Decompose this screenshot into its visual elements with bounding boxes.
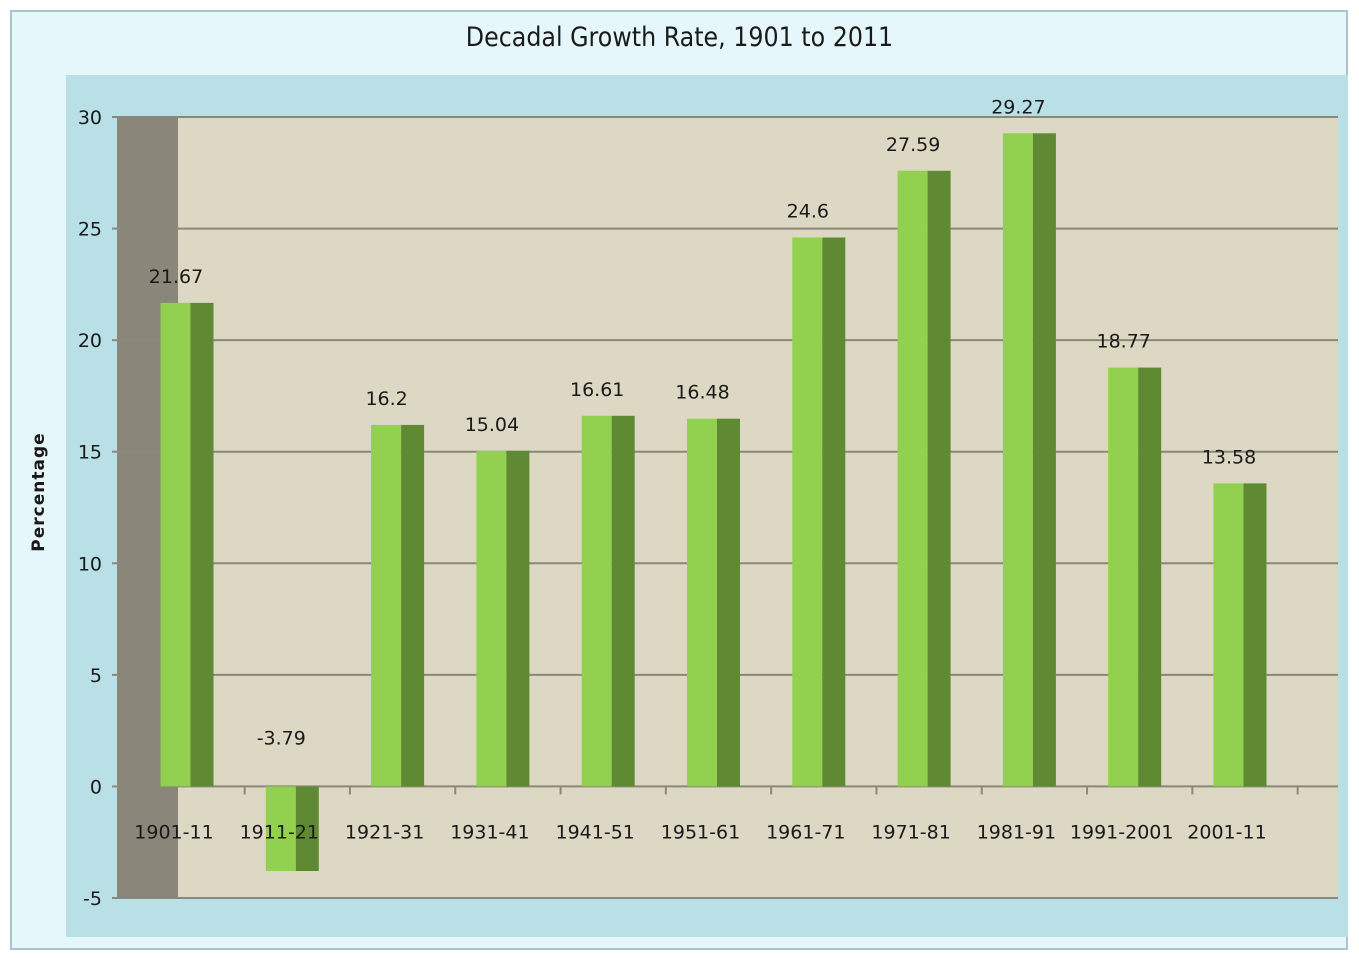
bar-side-1911-21 [295,786,319,871]
y-tick-label: -5 [83,888,102,910]
x-tick-label: 1941-51 [556,821,635,843]
bar-1911-21 [265,786,296,871]
y-tick-label: 20 [78,330,102,352]
bar-2001-11 [1213,483,1244,787]
x-tick-label: 1901-11 [134,821,213,843]
data-label: 29.27 [991,96,1045,118]
bar-1961-71 [792,237,823,787]
bar-1991-2001 [1108,367,1139,787]
bar-1971-81 [897,170,928,787]
chart-title: Decadal Growth Rate, 1901 to 2011 [465,22,894,53]
y-tick-label: 10 [78,553,102,575]
bar-1951-61 [687,418,717,787]
bar-1981-91 [1002,133,1033,787]
data-label: 21.67 [149,266,203,288]
data-label: 18.77 [1096,331,1150,353]
y-tick-label: 0 [90,776,102,798]
data-label: 13.58 [1202,446,1256,468]
bar-1941-51 [581,415,612,787]
y-tick-label: 25 [78,219,102,241]
x-tick-label: 1961-71 [766,821,845,843]
bar-side-1991-2001 [1138,367,1162,787]
bar-side-1921-31 [401,424,425,787]
x-tick-label: 1951-61 [661,821,740,843]
bar-side-1941-51 [611,415,635,787]
y-tick-label: 30 [78,107,102,129]
bar-1931-41 [476,450,507,787]
bars [160,133,1267,871]
x-tick-label: 2001-11 [1187,821,1266,843]
x-tick-label: 1971-81 [871,821,950,843]
x-tick-label: 1911-21 [240,821,319,843]
bar-side-1971-81 [927,170,951,787]
bar-1921-31 [371,424,402,787]
x-tick-label: 1931-41 [450,821,529,843]
data-label: 27.59 [886,134,940,156]
data-label: 16.48 [675,382,729,404]
bar-1901-11 [160,302,191,787]
x-tick-label: 1921-31 [345,821,424,843]
bar-side-1901-11 [190,302,214,787]
data-label: 16.2 [365,388,407,410]
y-axis-title: Percentage [29,432,49,551]
data-label: 15.04 [465,414,519,436]
bar-side-1981-91 [1032,133,1056,787]
x-tick-label: 1981-91 [977,821,1056,843]
bar-side-1961-71 [822,237,846,787]
y-tick-label: 5 [90,665,102,687]
x-tick-label: 1991-2001 [1070,821,1174,843]
labels: -5 0 5 10 15 20 25 30 1901-11 21.67 1911-21 -3.79 19… [78,96,1267,910]
data-label: 16.61 [570,379,624,401]
data-label: 24.6 [787,200,829,222]
data-label: -3.79 [257,727,306,749]
bar-side-1931-41 [506,450,530,787]
bar-side-1951-61 [717,418,740,787]
bar-side-2001-11 [1243,483,1267,787]
y-tick-label: 15 [78,442,102,464]
